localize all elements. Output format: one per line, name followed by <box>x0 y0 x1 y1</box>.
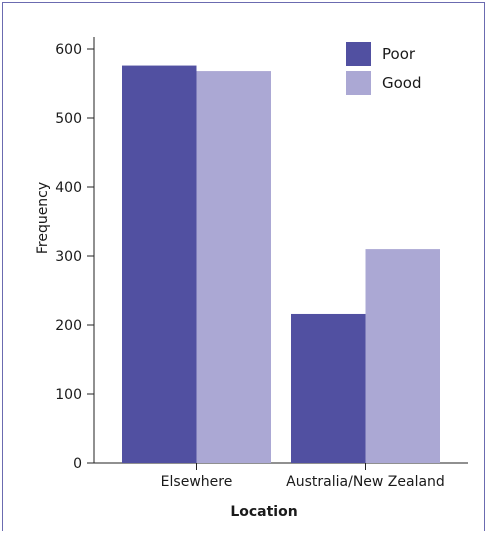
legend: Poor Good <box>346 42 422 95</box>
x-tick-label: Australia/New Zealand <box>286 474 445 490</box>
bar-poor-0 <box>122 65 197 463</box>
x-axis-title: Location <box>230 504 297 520</box>
y-tick-label: 0 <box>73 456 82 472</box>
bars <box>122 65 440 463</box>
y-axis-title: Frequency <box>35 182 51 254</box>
bar-poor-1 <box>291 313 366 463</box>
y-tick-label: 100 <box>55 387 82 403</box>
axes: 0 100 200 300 400 500 600 Elsewhere Australia/Ne… <box>55 37 468 490</box>
y-tick-label: 600 <box>55 42 82 58</box>
y-tick-label: 400 <box>55 180 82 196</box>
legend-swatch-poor <box>346 42 371 66</box>
x-tick-label: Elsewhere <box>161 474 233 490</box>
legend-swatch-good <box>346 71 371 95</box>
y-tick-label: 200 <box>55 318 82 334</box>
legend-label-good: Good <box>382 74 422 92</box>
bar-good-1 <box>365 249 440 463</box>
y-tick-label: 500 <box>55 111 82 127</box>
y-tick-label: 300 <box>55 249 82 265</box>
legend-label-poor: Poor <box>382 45 416 63</box>
bar-good-0 <box>196 71 271 463</box>
